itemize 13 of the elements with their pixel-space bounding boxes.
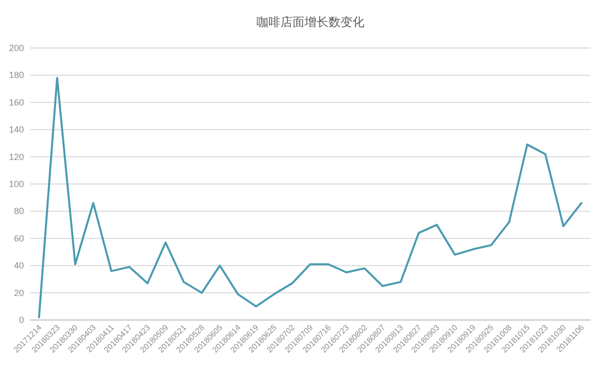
y-tick-label: 120 <box>8 152 24 162</box>
y-tick-label: 20 <box>14 288 24 298</box>
y-tick-label: 0 <box>18 315 24 325</box>
y-tick-label: 60 <box>14 233 24 244</box>
y-tick-label: 160 <box>8 97 24 108</box>
y-tick-label: 80 <box>14 206 24 216</box>
chart-title: 咖啡店面增长数变化 <box>256 15 364 29</box>
y-tick-label: 180 <box>8 70 24 80</box>
y-tick-label: 140 <box>8 124 24 135</box>
y-tick-label: 200 <box>8 43 24 53</box>
y-tick-label: 100 <box>8 179 24 189</box>
y-tick-label: 40 <box>14 260 24 271</box>
line-series <box>38 76 582 318</box>
